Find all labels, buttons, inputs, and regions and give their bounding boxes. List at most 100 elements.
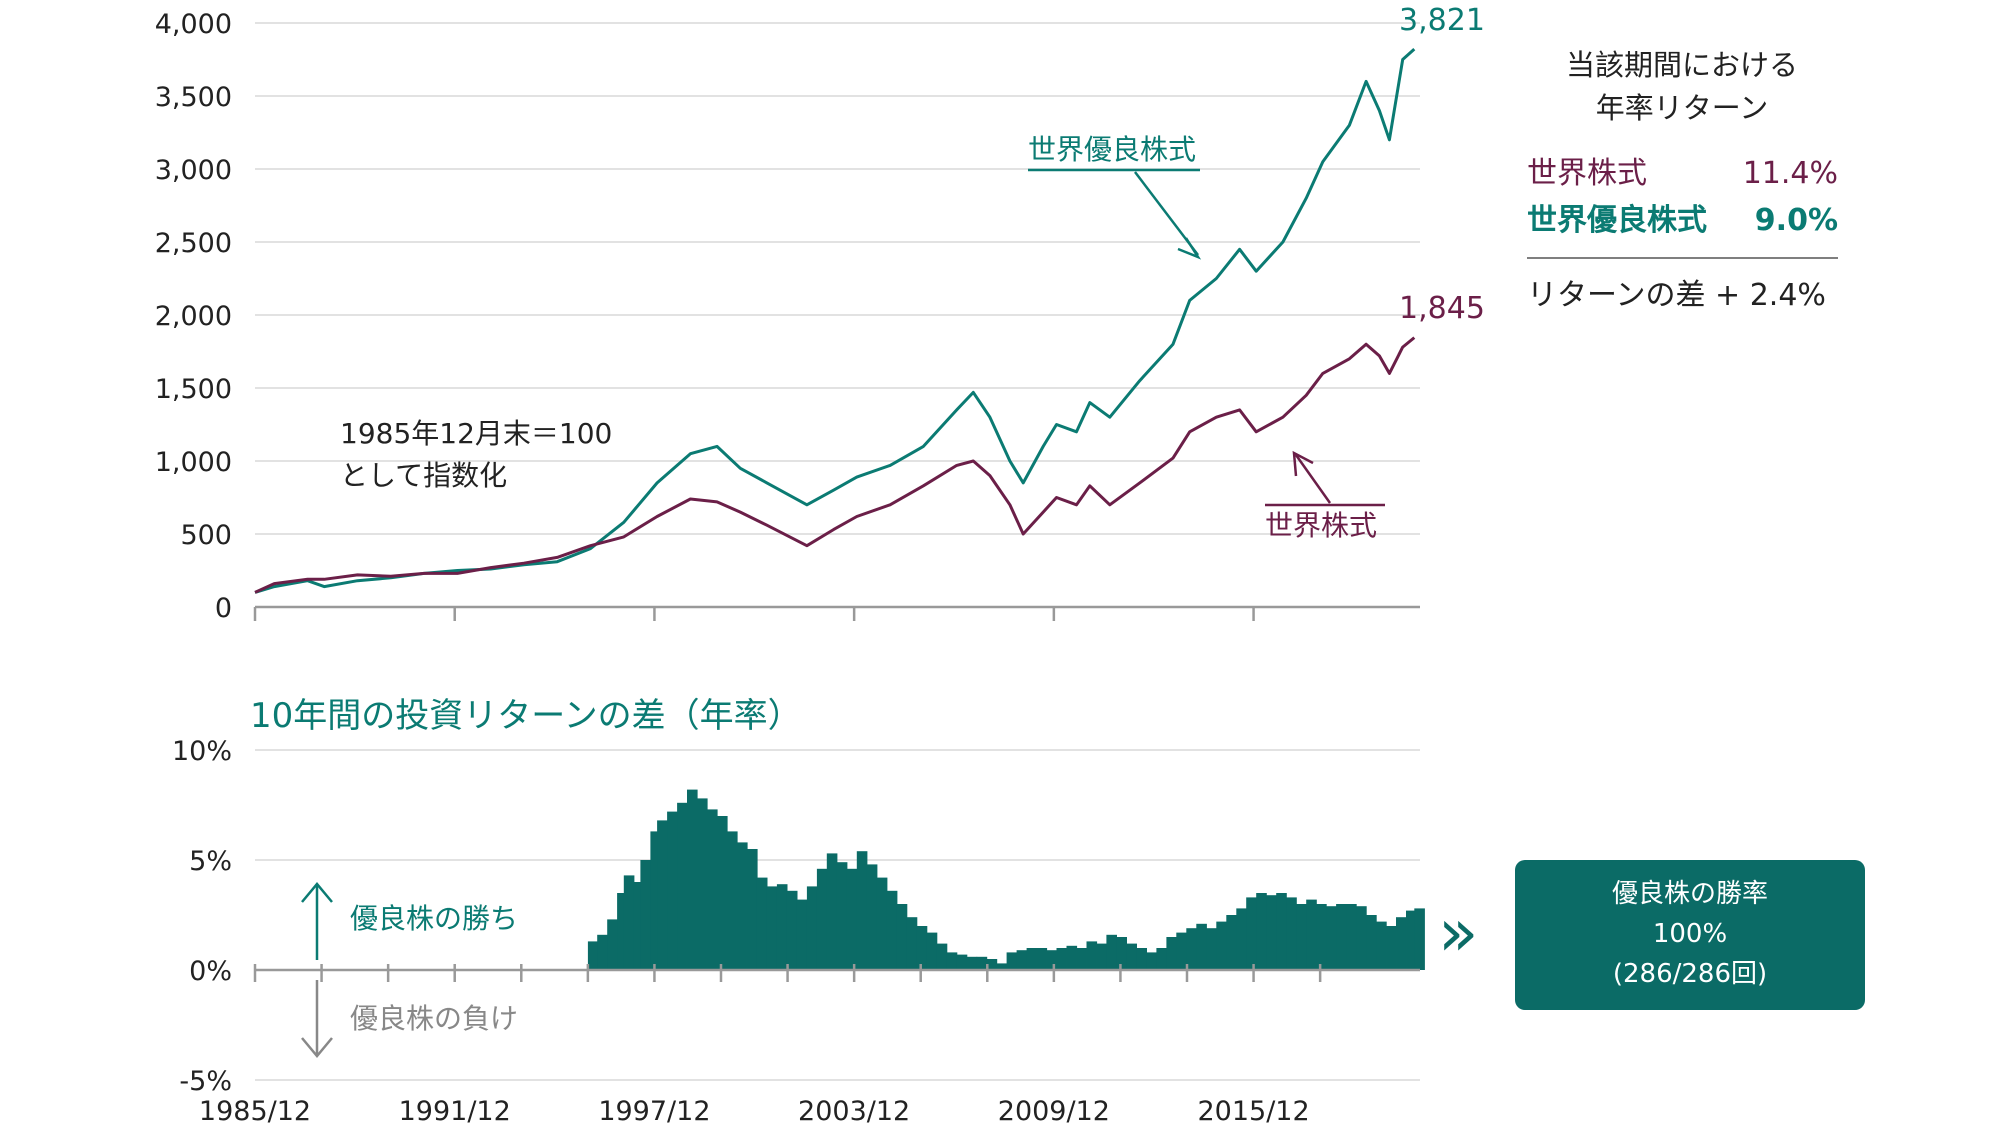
x-tick-label: 2003/12 [798,1096,910,1127]
return-diff-bar [623,875,635,970]
x-tick-label: 1985/12 [199,1096,311,1127]
top-y-tick-label: 2,500 [155,228,232,259]
x-tick-label: 1991/12 [399,1096,511,1127]
bottom-y-tick-label: -5% [179,1066,232,1097]
win-label: 優良株の勝ち [350,902,518,935]
return-diff-bar [1196,923,1207,970]
win-rate-box: 優良株の勝率 100% (286/286回) [1515,860,1865,1010]
return-diff-bar [1316,904,1327,970]
world-arrow-head [1292,450,1314,477]
bottom-chart-title: 10年間の投資リターンの差（年率） [250,696,802,736]
world-annotation: 世界株式 [1265,509,1377,542]
top-y-tick-label: 500 [180,520,232,551]
return-diff-bar [1246,897,1257,970]
return-diff-bar [1216,921,1227,970]
return-diff-bar [1414,908,1425,970]
return-diff-bar [1286,897,1297,970]
return-diff-bar [687,789,698,970]
return-diff-bar [597,934,608,970]
return-diff-bar [1266,895,1277,970]
return-diff-bar [607,919,618,970]
return-diff-bar [896,904,908,970]
quality-end-label: 3,821 [1399,3,1485,38]
return-diff-bar [786,890,798,970]
top-y-tick-label: 4,000 [155,9,232,40]
return-diff-bar [707,809,718,970]
return-diff-bar [697,798,708,970]
return-diff-bar [633,882,642,970]
legend-quality-label: 世界優良株式 [1527,203,1707,238]
return-diff-bar [667,811,678,970]
return-diff-bar [1186,928,1197,970]
return-diff-bar [796,899,808,970]
return-diff-bar [1006,952,1018,970]
return-diff-bar [1206,928,1217,970]
return-diff-bar [1136,948,1147,970]
bottom-y-axis-ticks: -5% 0% 5% 10% [172,736,232,1097]
return-diff-bar [1106,934,1117,970]
win-arrow-head [301,882,333,903]
return-diff-bar [826,853,838,970]
bottom-x-axis: 1985/12 1991/12 1997/12 2003/12 2009/12 2015/… [199,964,1420,1127]
return-diff-bar [1176,932,1187,970]
return-diff-bar [1276,893,1287,970]
top-gridlines [255,22,1420,609]
return-diff-bar [836,862,848,970]
return-diff-bar [1026,948,1038,970]
legend-quality-value: 9.0% [1755,203,1838,238]
return-diff-bar [657,820,668,970]
bottom-y-tick-label: 5% [189,846,232,877]
top-y-tick-label: 3,500 [155,82,232,113]
return-diff-bar [966,956,978,970]
legend-diff-text: リターンの差 + 2.4% [1527,278,1826,313]
return-diff-bar [717,816,728,970]
return-diff-bar [906,917,918,970]
bottom-y-tick-label: 0% [189,956,232,987]
legend-heading-line1: 当該期間における [1566,48,1798,82]
top-y-tick-label: 3,000 [155,155,232,186]
win-rate-count: (286/286回) [1612,959,1768,989]
return-diff-bar [936,943,948,970]
return-diff-bar [816,868,828,970]
return-diff-bar [886,890,898,970]
x-tick-label: 1997/12 [598,1096,710,1127]
return-diff-bar [1126,943,1137,970]
return-diff-bar [1296,904,1307,970]
return-diff-bar [1306,899,1317,970]
return-diff-bar [650,831,658,970]
top-y-tick-label: 2,000 [155,301,232,332]
top-series-lines [254,47,1416,594]
return-diff-bar [846,868,858,970]
return-diff-bar [1166,937,1177,970]
world-end-label: 1,845 [1399,291,1485,326]
bottom-y-tick-label: 10% [172,736,232,767]
return-diff-bar [1406,910,1415,970]
return-diff-bar [1036,948,1048,970]
index-note-line2: として指数化 [340,459,507,492]
return-diff-bar [976,956,988,970]
return-diff-bar [1336,904,1347,970]
return-diff-bar [756,877,768,970]
return-diff-bar [587,941,598,970]
return-diff-bar [916,926,928,970]
return-diff-bar [1396,917,1407,970]
return-diff-bar [1356,906,1367,970]
return-diff-bar [856,851,868,970]
x-tick-label: 2015/12 [1197,1096,1309,1127]
win-rate-title: 優良株の勝率 [1611,879,1768,909]
return-diff-bar [866,864,878,970]
return-diff-bar [766,886,778,970]
return-diff-bar [876,877,888,970]
top-y-axis-ticks: 0 500 1,000 1,500 2,000 2,500 3,000 3,500 4,000 [155,9,232,624]
return-diff-bar [806,886,818,970]
return-diff-bar [1066,945,1078,970]
return-diff-bar [1236,908,1247,970]
top-x-axis [253,607,1255,621]
return-diff-bar [640,860,651,970]
return-diff-bar [1366,915,1377,970]
quality-series-line [254,47,1416,594]
return-diff-bar [1076,948,1088,970]
return-diff-bar [926,932,938,970]
return-diff-bar [1146,952,1157,970]
